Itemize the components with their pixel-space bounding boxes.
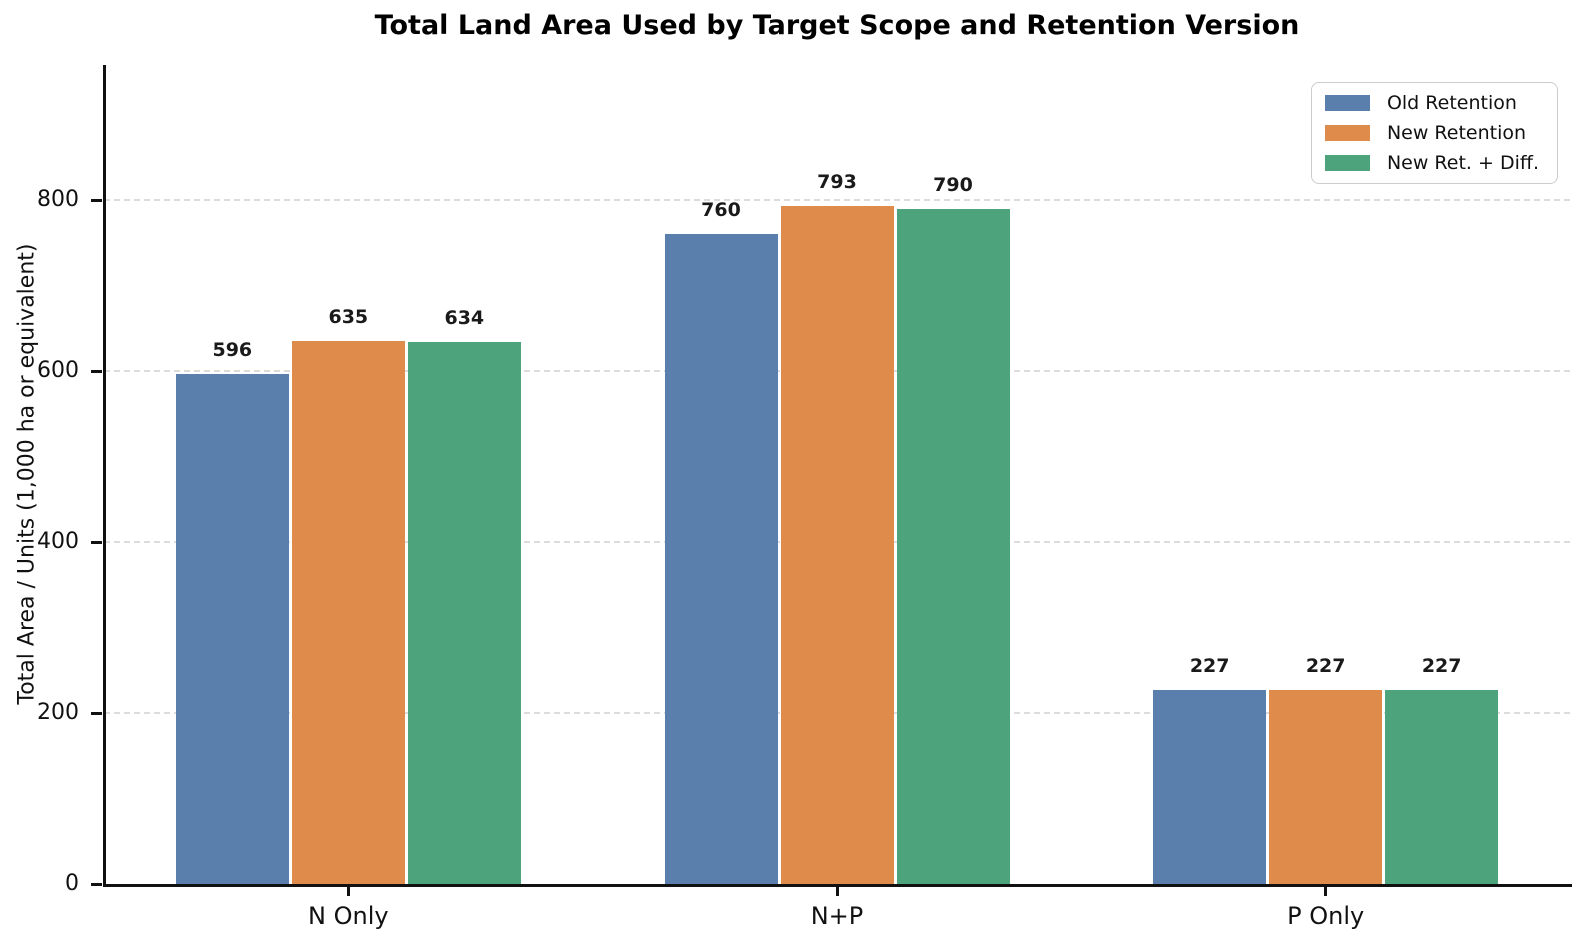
bar-value-label: 793 <box>817 171 857 194</box>
bar-value-label: 634 <box>444 306 485 329</box>
y-axis-label: Total Area / Units (1,000 ha or equivale… <box>14 243 40 705</box>
legend-swatch <box>1324 155 1370 171</box>
y-tick-mark-400 <box>91 540 102 544</box>
y-axis-spine <box>103 65 106 887</box>
y-tick-label-800: 800 <box>37 187 79 213</box>
gridline-800 <box>104 199 1570 202</box>
bar-P Only-New Ret. + Diff. <box>1385 689 1499 884</box>
x-axis-spine <box>103 884 1572 887</box>
bar-N+P-Old Retention <box>664 234 778 884</box>
bar-value-label: 227 <box>1305 654 1346 677</box>
bar-value-label: 760 <box>701 199 741 222</box>
bar-N Only-New Ret. + Diff. <box>407 341 521 884</box>
y-tick-mark-600 <box>91 369 102 373</box>
legend-swatch <box>1324 95 1370 111</box>
bar-value-label: 635 <box>328 306 369 329</box>
y-tick-label-200: 200 <box>37 700 79 726</box>
y-tick-label-600: 600 <box>37 358 79 384</box>
bar-value-label: 596 <box>212 339 253 362</box>
legend-item-label: Old Retention <box>1386 92 1517 114</box>
x-tick-label-2: P Only <box>1287 902 1365 930</box>
y-tick-label-0: 0 <box>65 871 79 896</box>
x-tick-mark-2 <box>1324 887 1328 896</box>
y-tick-mark-800 <box>91 198 102 202</box>
legend: Old Retention New Retention New Ret. + Dif… <box>1310 82 1558 184</box>
bar-P Only-Old Retention <box>1153 689 1267 884</box>
bar-value-label: 227 <box>1189 654 1230 677</box>
legend-item: Old Retention <box>1324 92 1539 114</box>
chart-title: Total Land Area Used by Target Scope and… <box>374 10 1300 41</box>
x-tick-mark-1 <box>835 887 839 896</box>
bar-N+P-New Ret. + Diff. <box>896 208 1010 884</box>
x-tick-label-0: N Only <box>308 902 389 930</box>
y-tick-mark-200 <box>91 711 102 715</box>
legend-item-label: New Retention <box>1386 122 1527 144</box>
bar-value-label: 227 <box>1421 654 1462 677</box>
x-tick-mark-0 <box>346 887 350 896</box>
legend-item-label: New Ret. + Diff. <box>1386 152 1539 174</box>
bar-value-label: 790 <box>933 173 973 196</box>
x-tick-label-1: N+P <box>810 902 864 930</box>
bar-N Only-Old Retention <box>175 374 289 884</box>
bar-P Only-New Retention <box>1269 689 1383 884</box>
bar-N Only-New Retention <box>291 341 405 884</box>
bar-N+P-New Retention <box>780 206 894 884</box>
legend-swatch <box>1324 125 1370 141</box>
legend-item: New Retention <box>1324 122 1539 144</box>
plot-area: 596 635 634 760 793 790 227 227 227 0 200 400 600 80… <box>37 65 1572 930</box>
y-tick-mark-0 <box>91 882 102 886</box>
legend-item: New Ret. + Diff. <box>1324 152 1539 174</box>
y-tick-label-400: 400 <box>37 529 79 555</box>
